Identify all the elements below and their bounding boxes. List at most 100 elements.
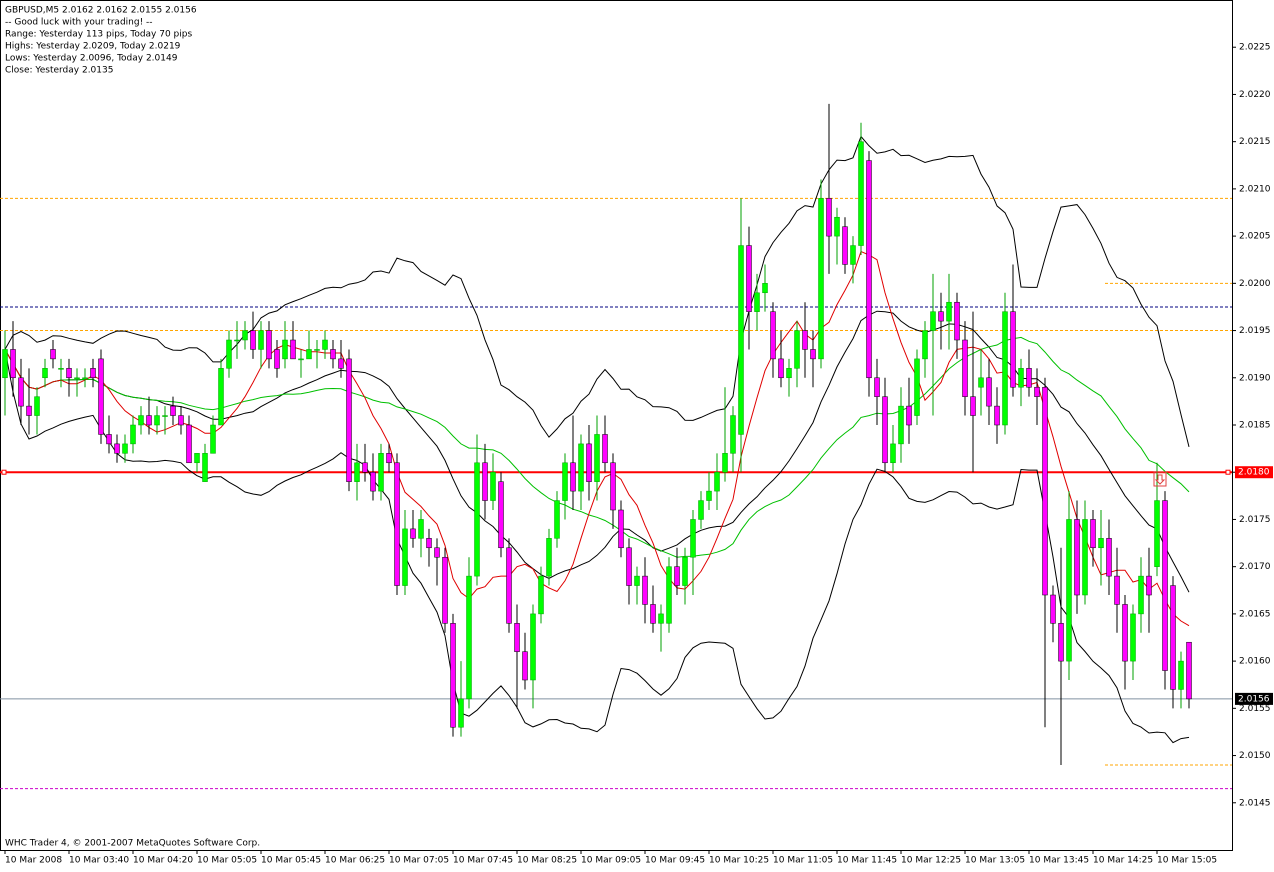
- x-tick-label: 10 Mar 13:45: [1029, 856, 1089, 866]
- candle-body: [386, 453, 392, 464]
- bollinger-upper: [4, 135, 1190, 448]
- footer: WHC Trader 4, © 2001-2007 MetaQuotes Sof…: [5, 839, 260, 849]
- x-tick-label: 10 Mar 12:25: [901, 856, 961, 866]
- candle-body: [1042, 386, 1048, 596]
- x-tick-label: 10 Mar 2008: [5, 856, 62, 866]
- candle-body: [1146, 575, 1152, 596]
- candle-body: [402, 528, 408, 586]
- candle-body: [690, 519, 696, 558]
- level-handle: [1225, 469, 1231, 475]
- candle-body: [922, 330, 928, 360]
- info-line: Range: Yesterday 113 pips, Today 70 pips: [5, 30, 192, 40]
- candle-body: [282, 339, 288, 360]
- candle-body: [858, 141, 864, 246]
- info-line: Lows: Yesterday 2.0096, Today 2.0149: [5, 54, 178, 64]
- candle-body: [938, 311, 944, 322]
- candle-body: [714, 471, 720, 492]
- candle-body: [34, 396, 40, 416]
- candle-body: [1002, 311, 1008, 426]
- candle-body: [802, 330, 808, 350]
- candle-body: [1098, 538, 1104, 549]
- candle-body: [1138, 575, 1144, 615]
- candle-body: [202, 453, 208, 482]
- candle-body: [970, 396, 976, 416]
- candle-body: [10, 349, 16, 379]
- candle-body: [850, 245, 856, 265]
- candle-body: [26, 405, 32, 416]
- x-tick-label: 10 Mar 09:05: [581, 856, 641, 866]
- candle-body: [314, 349, 320, 351]
- plot-frame: [0, 0, 1233, 851]
- level-label-box: [1235, 692, 1273, 705]
- candle-body: [642, 575, 648, 605]
- candle-body: [866, 160, 872, 379]
- candle-body: [1058, 623, 1064, 662]
- candle-body: [1090, 519, 1096, 549]
- candle-body: [418, 519, 424, 539]
- x-tick-label: 10 Mar 08:25: [517, 856, 577, 866]
- candle-body: [362, 462, 368, 473]
- info-line: Close: Yesterday 2.0135: [5, 66, 113, 76]
- candle-body: [658, 613, 664, 624]
- y-tick-label: 2.0160: [1239, 657, 1271, 667]
- candle-body: [146, 415, 152, 426]
- y-tick-label: 2.0195: [1239, 326, 1271, 336]
- level-label: 2.0180: [1238, 468, 1270, 478]
- level-label: 2.0156: [1238, 694, 1270, 704]
- candle-body: [474, 462, 480, 577]
- x-tick-label: 10 Mar 15:05: [1157, 856, 1217, 866]
- candle-body: [506, 547, 512, 624]
- x-tick-label: 10 Mar 09:45: [645, 856, 705, 866]
- candle-body: [354, 462, 360, 482]
- candle-body: [962, 339, 968, 397]
- candle-body: [74, 377, 80, 380]
- candle-body: [410, 528, 416, 539]
- info-line: Highs: Yesterday 2.0209, Today 2.0219: [5, 42, 181, 52]
- candle-body: [554, 500, 560, 539]
- candle-body: [370, 471, 376, 492]
- y-tick-label: 2.0215: [1239, 137, 1271, 147]
- candle-body: [522, 651, 528, 681]
- candle-body: [330, 349, 336, 360]
- candle-body: [450, 623, 456, 728]
- y-tick-label: 2.0200: [1239, 279, 1271, 289]
- candle-body: [394, 462, 400, 586]
- sell-arrow: [1153, 471, 1167, 487]
- x-tick-label: 10 Mar 04:20: [133, 856, 193, 866]
- candle-body: [946, 301, 952, 322]
- y-tick-label: 2.0225: [1239, 43, 1271, 53]
- candle-body: [50, 349, 56, 360]
- level-label-box: [1235, 466, 1273, 479]
- candle-body: [322, 339, 328, 350]
- candle-body: [106, 434, 112, 445]
- candle-body: [562, 462, 568, 501]
- y-tick-label: 2.0185: [1239, 421, 1271, 431]
- candle-body: [954, 301, 960, 341]
- y-tick-label: 2.0155: [1239, 704, 1271, 714]
- candle-body: [722, 453, 728, 473]
- candle-body: [538, 575, 544, 615]
- candle-body: [626, 547, 632, 586]
- x-tick-label: 10 Mar 11:05: [773, 856, 833, 866]
- candle-body: [178, 415, 184, 426]
- candle-body: [338, 358, 344, 369]
- candle-body: [914, 358, 920, 416]
- candle-body: [978, 377, 984, 388]
- bollinger-middle: [4, 310, 1190, 593]
- candle-body: [482, 462, 488, 501]
- y-tick-label: 2.0210: [1239, 184, 1271, 194]
- candle-body: [1066, 519, 1072, 662]
- candle-body: [2, 349, 8, 379]
- y-tick-label: 2.0170: [1239, 562, 1271, 572]
- candle-body: [578, 443, 584, 492]
- candle-body: [1170, 585, 1176, 690]
- level-handle: [1, 469, 7, 475]
- plot: [0, 103, 1232, 790]
- y-tick-label: 2.0175: [1239, 515, 1271, 525]
- candle-body: [442, 556, 448, 624]
- candle-body: [890, 443, 896, 464]
- candle-body: [434, 547, 440, 558]
- y-tick-label: 2.0165: [1239, 609, 1271, 619]
- candle-body: [1122, 604, 1128, 662]
- candle-body: [706, 490, 712, 501]
